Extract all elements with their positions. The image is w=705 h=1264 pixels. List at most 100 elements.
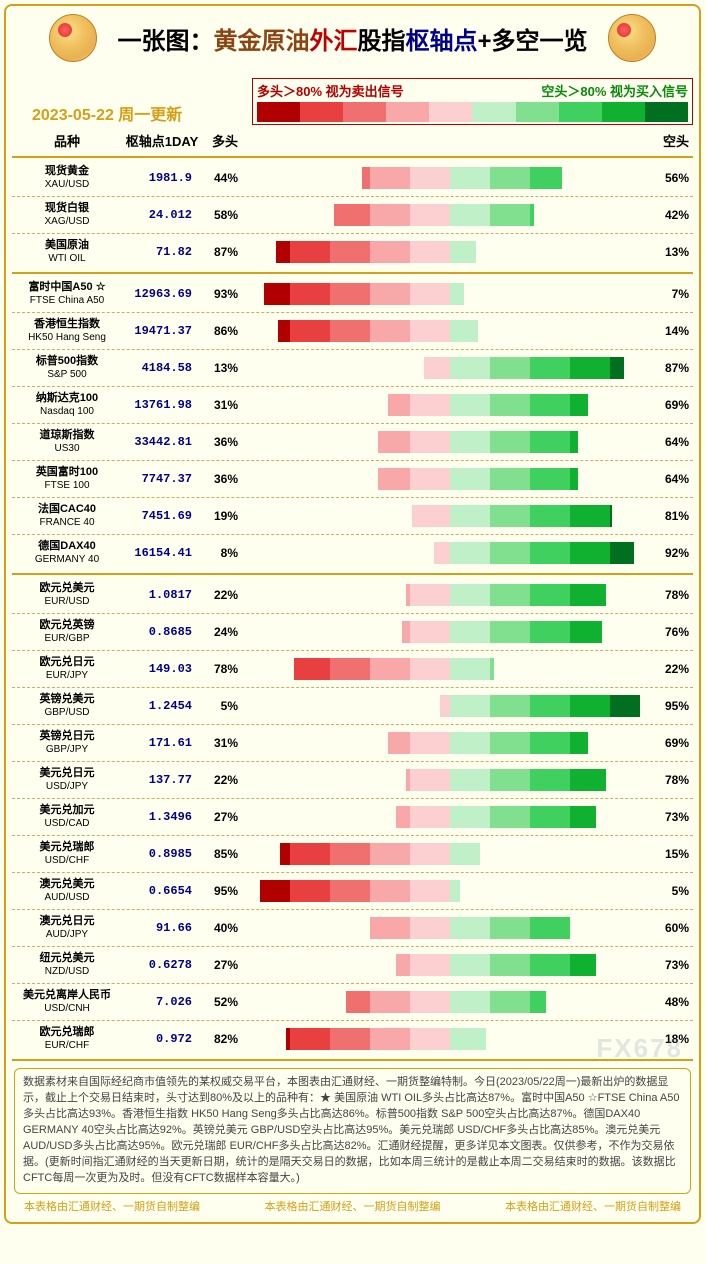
bear-percent: 42% <box>657 208 693 222</box>
table-row: 美国原油WTI OIL71.8287%13% <box>12 234 693 270</box>
bear-percent: 48% <box>657 995 693 1009</box>
table-row: 纽元兑美元NZD/USD0.627827%73% <box>12 947 693 983</box>
table-row: 欧元兑日元EUR/JPY149.0378%22% <box>12 651 693 687</box>
bear-percent: 73% <box>657 958 693 972</box>
bull-percent: 87% <box>202 245 242 259</box>
sentiment-bar <box>246 582 653 608</box>
bear-percent: 73% <box>657 810 693 824</box>
sentiment-bar <box>246 693 653 719</box>
bull-percent: 93% <box>202 287 242 301</box>
table-row: 现货白银XAG/USD24.01258%42% <box>12 197 693 233</box>
sentiment-bar <box>246 841 653 867</box>
table-row: 道琼斯指数US3033442.8136%64% <box>12 424 693 460</box>
sentiment-bar <box>246 429 653 455</box>
table-row: 英镑兑日元GBP/JPY171.6131%69% <box>12 725 693 761</box>
pivot-value: 19471.37 <box>122 324 202 338</box>
bull-percent: 24% <box>202 625 242 639</box>
bear-percent: 92% <box>657 546 693 560</box>
sentiment-bar <box>246 915 653 941</box>
legend: 多头＞80% 视为卖出信号 空头＞80% 视为买入信号 <box>252 78 693 125</box>
bear-percent: 64% <box>657 472 693 486</box>
table-row: 法国CAC40FRANCE 407451.6919%81% <box>12 498 693 534</box>
instrument-name: 澳元兑美元AUD/USD <box>12 878 122 904</box>
pivot-value: 91.66 <box>122 921 202 935</box>
bull-percent: 95% <box>202 884 242 898</box>
pivot-value: 16154.41 <box>122 546 202 560</box>
bear-percent: 69% <box>657 398 693 412</box>
bull-percent: 22% <box>202 773 242 787</box>
table-row: 澳元兑美元AUD/USD0.665495%5% <box>12 873 693 909</box>
sentiment-bar <box>246 165 653 191</box>
page-title: 一张图：黄金原油外汇股指枢轴点+多空一览 <box>117 21 587 56</box>
pivot-value: 149.03 <box>122 662 202 676</box>
bull-percent: 40% <box>202 921 242 935</box>
table-row: 英镑兑美元GBP/USD1.24545%95% <box>12 688 693 724</box>
legend-swatches <box>257 102 688 122</box>
col-bear: 空头 <box>657 131 693 150</box>
sentiment-bar <box>246 989 653 1015</box>
bull-percent: 27% <box>202 958 242 972</box>
sentiment-bar <box>246 281 653 307</box>
update-date: 2023-05-22 周一更新 <box>12 101 252 125</box>
table-row: 现货黄金XAU/USD1981.944%56% <box>12 160 693 196</box>
sentiment-bar <box>246 239 653 265</box>
instrument-name: 现货白银XAG/USD <box>12 202 122 228</box>
sentiment-bar <box>246 202 653 228</box>
bear-percent: 13% <box>657 245 693 259</box>
sentiment-bar <box>246 878 653 904</box>
bear-percent: 15% <box>657 847 693 861</box>
bull-percent: 78% <box>202 662 242 676</box>
bear-percent: 78% <box>657 773 693 787</box>
sentiment-bar <box>246 804 653 830</box>
instrument-name: 欧元兑英镑EUR/GBP <box>12 619 122 645</box>
table-row: 欧元兑英镑EUR/GBP0.868524%76% <box>12 614 693 650</box>
bull-percent: 44% <box>202 171 242 185</box>
pivot-value: 171.61 <box>122 736 202 750</box>
sentiment-bar <box>246 1026 653 1052</box>
sentiment-bar <box>246 355 653 381</box>
bull-percent: 22% <box>202 588 242 602</box>
instrument-name: 香港恒生指数HK50 Hang Seng <box>12 318 122 344</box>
rows-container: 现货黄金XAU/USD1981.944%56%现货白银XAG/USD24.012… <box>12 156 693 1061</box>
logo-left <box>49 14 97 62</box>
sentiment-bar <box>246 730 653 756</box>
pivot-value: 0.6654 <box>122 884 202 898</box>
bull-percent: 31% <box>202 398 242 412</box>
instrument-name: 美元兑日元USD/JPY <box>12 767 122 793</box>
sentiment-bar <box>246 952 653 978</box>
bear-percent: 81% <box>657 509 693 523</box>
instrument-name: 美国原油WTI OIL <box>12 239 122 265</box>
table-row: 美元兑日元USD/JPY137.7722%78% <box>12 762 693 798</box>
bear-percent: 56% <box>657 171 693 185</box>
table-row: 欧元兑美元EUR/USD1.081722%78% <box>12 577 693 613</box>
star-icon: ☆ <box>96 281 106 293</box>
bear-percent: 95% <box>657 699 693 713</box>
table-row: 纳斯达克100Nasdaq 10013761.9831%69% <box>12 387 693 423</box>
sentiment-bar <box>246 619 653 645</box>
instrument-name: 英镑兑美元GBP/USD <box>12 693 122 719</box>
table-row: 欧元兑瑞郎EUR/CHF0.97282%18% <box>12 1021 693 1057</box>
sentiment-bar <box>246 318 653 344</box>
instrument-name: 纽元兑美元NZD/USD <box>12 952 122 978</box>
table-row: 德国DAX40GERMANY 4016154.418%92% <box>12 535 693 571</box>
bear-percent: 76% <box>657 625 693 639</box>
instrument-name: 英国富时100FTSE 100 <box>12 466 122 492</box>
sentiment-bar <box>246 466 653 492</box>
table-row: 标普500指数S&P 5004184.5813%87% <box>12 350 693 386</box>
table-row: 美元兑离岸人民币USD/CNH7.02652%48% <box>12 984 693 1020</box>
bear-percent: 22% <box>657 662 693 676</box>
instrument-name: 美元兑瑞郎USD/CHF <box>12 841 122 867</box>
instrument-name: 美元兑加元USD/CAD <box>12 804 122 830</box>
instrument-name: 法国CAC40FRANCE 40 <box>12 503 122 529</box>
pivot-value: 1981.9 <box>122 171 202 185</box>
instrument-name: 欧元兑美元EUR/USD <box>12 582 122 608</box>
instrument-name: 澳元兑日元AUD/JPY <box>12 915 122 941</box>
sentiment-bar <box>246 656 653 682</box>
col-pivot: 枢轴点1DAY <box>122 131 202 150</box>
pivot-value: 7747.37 <box>122 472 202 486</box>
instrument-name: 标普500指数S&P 500 <box>12 355 122 381</box>
legend-bull-label: 多头＞80% 视为卖出信号 <box>257 81 404 100</box>
bear-percent: 64% <box>657 435 693 449</box>
header: 一张图：黄金原油外汇股指枢轴点+多空一览 <box>12 14 693 74</box>
sentiment-bar <box>246 540 653 566</box>
